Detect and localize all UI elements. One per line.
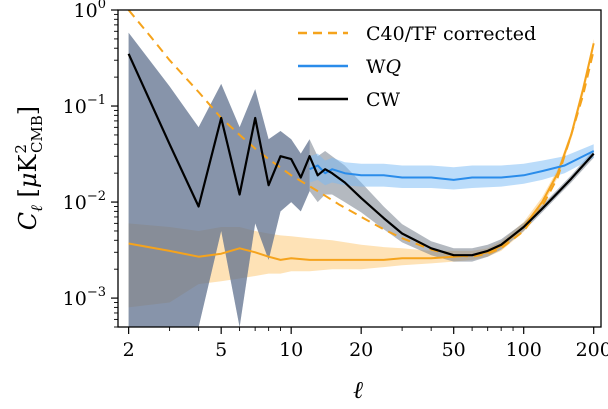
- ylabel-sub: CMB: [28, 115, 46, 153]
- plot-frame: [117, 9, 602, 328]
- ylabel-close: ]: [14, 106, 42, 115]
- ylabel-c: C: [14, 212, 42, 230]
- legend-label-wq-italic: Q: [386, 56, 402, 78]
- x-tick-label: 10: [279, 339, 303, 361]
- legend-label-wq: WQ: [366, 56, 401, 78]
- svg-text:Cℓ [μK2CMB]: Cℓ [μK2CMB]: [12, 106, 46, 230]
- y-tick-label: 10−1: [63, 93, 106, 118]
- x-tick-label: 200: [576, 339, 608, 361]
- y-tick-label: 100: [74, 0, 106, 22]
- ylabel-open: [: [14, 188, 42, 197]
- legend-label-c40: C40/TF corrected: [366, 23, 536, 45]
- ylabel-sub-l: ℓ: [27, 205, 46, 212]
- orange-solid-line: [128, 43, 595, 261]
- y-tick-label: 10−2: [63, 189, 106, 214]
- legend-label-wq-main: W: [366, 56, 386, 78]
- ylabel-sup: 2: [12, 144, 30, 154]
- ylabel-k: K: [14, 154, 42, 173]
- series-lines: [127, 10, 595, 261]
- x-tick-label: 2: [123, 339, 135, 361]
- wq-uncertainty-band: [309, 144, 594, 190]
- x-axis-title: ℓ: [353, 376, 363, 404]
- x-axis: 2 5 10 20 50 100 200: [123, 327, 608, 361]
- uncertainty-bands: [128, 32, 594, 327]
- x-tick-label: 50: [442, 339, 466, 361]
- legend: C40/TF corrected WQ CW: [298, 23, 536, 111]
- x-tick-label: 100: [506, 339, 542, 361]
- cw-line: [127, 53, 595, 257]
- y-axis: 10−3 10−2 10−1 100: [63, 0, 118, 328]
- y-tick-label: 10−3: [63, 285, 106, 310]
- ylabel-mu: μ: [14, 173, 42, 189]
- x-tick-label: 20: [349, 339, 373, 361]
- x-tick-label: 5: [215, 339, 227, 361]
- cw-low-ell-band: [128, 32, 310, 327]
- legend-label-cw: CW: [366, 89, 401, 111]
- y-axis-title: Cℓ [μK2CMB]: [12, 106, 46, 230]
